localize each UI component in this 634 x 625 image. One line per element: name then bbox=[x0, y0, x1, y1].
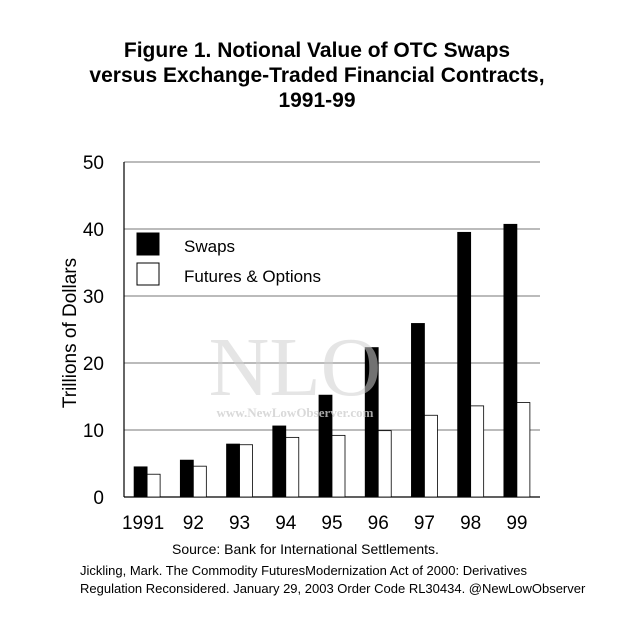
title-line-2: versus Exchange-Traded Financial Contrac… bbox=[89, 64, 545, 87]
y-axis-label: Trillions of Dollars bbox=[60, 258, 81, 408]
legend-label-futures: Futures & Options bbox=[184, 267, 321, 286]
tick-labels: 0 10 20 30 40 50 1991 92 93 94 95 96 97 98 99 bbox=[83, 153, 528, 534]
source-note: Source: Bank for International Settlemen… bbox=[172, 541, 439, 557]
legend-label-swaps: Swaps bbox=[184, 237, 235, 256]
bar-swaps bbox=[411, 323, 425, 498]
bar-chart: 0 10 20 30 40 50 1991 92 93 94 95 96 97 98 99 Trillion… bbox=[60, 153, 540, 534]
x-tick-label: 97 bbox=[414, 513, 435, 534]
bar-futures-options bbox=[285, 436, 300, 498]
x-tick-label: 96 bbox=[368, 513, 389, 534]
x-tick-label: 92 bbox=[183, 513, 204, 534]
bars bbox=[133, 223, 531, 498]
y-tick-label: 20 bbox=[83, 354, 104, 375]
citation-caption: Jickling, Mark. The Commodity FuturesMod… bbox=[80, 562, 600, 598]
bar-futures-options bbox=[470, 405, 485, 498]
bar-swaps bbox=[457, 231, 472, 498]
chart-title: Figure 1. Notional Value of OTC Swaps ve… bbox=[0, 38, 634, 113]
bar-futures-options bbox=[424, 414, 438, 498]
y-tick-label: 40 bbox=[83, 220, 104, 241]
bar-futures-options bbox=[239, 444, 253, 498]
y-tick-label: 50 bbox=[83, 153, 104, 174]
caption-line-1: Jickling, Mark. The Commodity FuturesMod… bbox=[80, 563, 527, 578]
bar-swaps bbox=[179, 459, 194, 498]
bar-futures-options bbox=[192, 465, 207, 498]
bar-futures-options bbox=[331, 434, 346, 498]
bar-futures-options bbox=[516, 402, 531, 498]
title-line-3: 1991-99 bbox=[278, 89, 356, 112]
caption-line-2: Regulation Reconsidered. January 29, 200… bbox=[80, 581, 586, 596]
legend-swatch-swaps bbox=[136, 232, 160, 256]
bar-swaps bbox=[364, 347, 379, 498]
gridlines bbox=[124, 161, 540, 431]
bar-swaps bbox=[318, 394, 333, 498]
legend: Swaps Futures & Options bbox=[136, 232, 321, 286]
bar-swaps bbox=[272, 425, 287, 498]
bar-swaps bbox=[226, 443, 240, 498]
bar-futures-options bbox=[146, 473, 161, 498]
x-tick-label: 93 bbox=[229, 513, 250, 534]
title-line-1: Figure 1. Notional Value of OTC Swaps bbox=[123, 39, 511, 62]
y-tick-label: 30 bbox=[83, 287, 104, 308]
legend-swatch-futures bbox=[136, 262, 160, 286]
y-tick-label: 10 bbox=[83, 421, 104, 442]
bar-futures-options bbox=[377, 430, 392, 498]
bar-swaps bbox=[503, 223, 518, 498]
x-tick-label: 1991 bbox=[122, 513, 164, 534]
x-tick-label: 98 bbox=[460, 513, 481, 534]
x-tick-label: 94 bbox=[275, 513, 297, 534]
bar-swaps bbox=[133, 466, 148, 498]
x-tick-label: 99 bbox=[506, 513, 527, 534]
y-tick-label: 0 bbox=[93, 488, 104, 509]
x-tick-label: 95 bbox=[321, 513, 342, 534]
